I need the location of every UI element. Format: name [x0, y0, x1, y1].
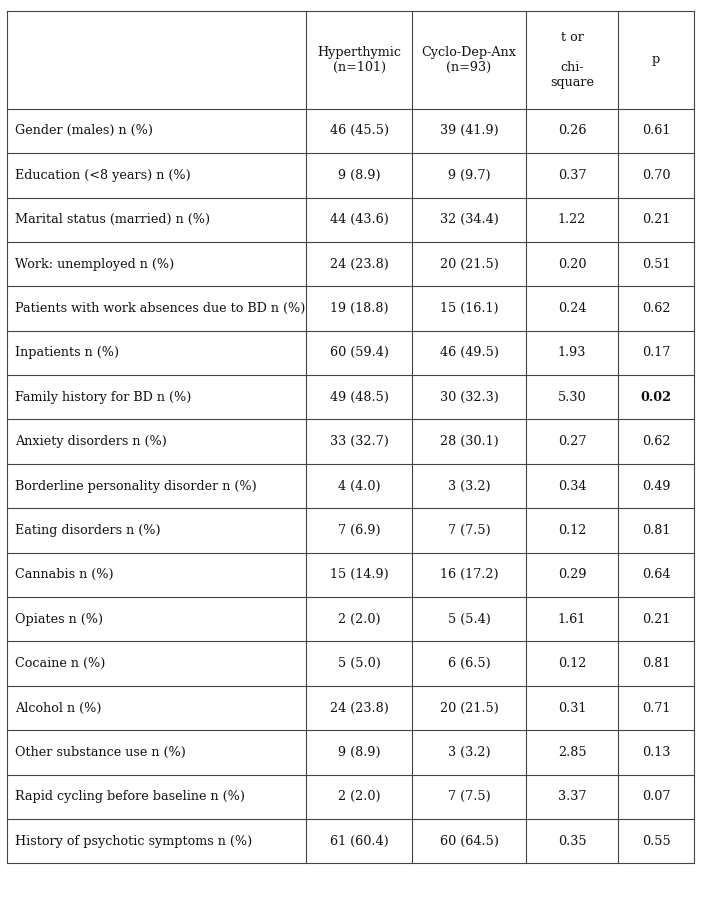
Text: 0.21: 0.21: [642, 612, 670, 626]
Text: Alcohol n (%): Alcohol n (%): [15, 701, 102, 715]
Text: 0.81: 0.81: [642, 657, 670, 670]
Text: 0.35: 0.35: [558, 834, 586, 848]
Text: 0.07: 0.07: [642, 790, 670, 804]
Text: 5 (5.4): 5 (5.4): [447, 612, 491, 626]
Text: Hyperthymic
(n=101): Hyperthymic (n=101): [317, 46, 401, 73]
Text: History of psychotic symptoms n (%): History of psychotic symptoms n (%): [15, 834, 252, 848]
Text: Anxiety disorders n (%): Anxiety disorders n (%): [15, 435, 167, 448]
Text: 0.61: 0.61: [642, 124, 670, 138]
Text: 0.12: 0.12: [558, 524, 586, 537]
Text: 0.31: 0.31: [558, 701, 586, 715]
Text: 0.37: 0.37: [558, 169, 586, 182]
Text: Marital status (married) n (%): Marital status (married) n (%): [15, 213, 210, 226]
Text: 0.13: 0.13: [642, 746, 670, 759]
Text: 5 (5.0): 5 (5.0): [338, 657, 381, 670]
Text: Borderline personality disorder n (%): Borderline personality disorder n (%): [15, 479, 257, 493]
Text: 15 (16.1): 15 (16.1): [440, 302, 498, 315]
Text: 39 (41.9): 39 (41.9): [440, 124, 498, 138]
Text: 4 (4.0): 4 (4.0): [338, 479, 381, 493]
Text: 9 (9.7): 9 (9.7): [448, 169, 490, 182]
Text: 5.30: 5.30: [558, 390, 586, 404]
Text: 0.55: 0.55: [642, 834, 671, 848]
Text: 20 (21.5): 20 (21.5): [440, 257, 498, 271]
Text: 0.27: 0.27: [558, 435, 586, 448]
Text: 0.70: 0.70: [642, 169, 670, 182]
Text: 7 (6.9): 7 (6.9): [338, 524, 381, 537]
Text: Education (<8 years) n (%): Education (<8 years) n (%): [15, 169, 191, 182]
Text: Other substance use n (%): Other substance use n (%): [15, 746, 186, 759]
Text: 0.26: 0.26: [558, 124, 586, 138]
Text: Opiates n (%): Opiates n (%): [15, 612, 103, 626]
Text: 0.24: 0.24: [558, 302, 586, 315]
Text: Gender (males) n (%): Gender (males) n (%): [15, 124, 153, 138]
Text: 46 (45.5): 46 (45.5): [329, 124, 388, 138]
Text: 0.62: 0.62: [642, 435, 670, 448]
Text: 9 (8.9): 9 (8.9): [338, 169, 381, 182]
Text: 0.51: 0.51: [642, 257, 670, 271]
Text: 15 (14.9): 15 (14.9): [329, 568, 388, 582]
Text: 61 (60.4): 61 (60.4): [329, 834, 388, 848]
Text: Cannabis n (%): Cannabis n (%): [15, 568, 114, 582]
Text: 0.12: 0.12: [558, 657, 586, 670]
Text: 33 (32.7): 33 (32.7): [329, 435, 388, 448]
Text: 0.49: 0.49: [642, 479, 670, 493]
Text: Inpatients n (%): Inpatients n (%): [15, 346, 119, 360]
Text: 0.02: 0.02: [641, 390, 672, 404]
Text: Work: unemployed n (%): Work: unemployed n (%): [15, 257, 175, 271]
Text: 60 (59.4): 60 (59.4): [329, 346, 388, 360]
Text: 0.34: 0.34: [558, 479, 586, 493]
Text: 19 (18.8): 19 (18.8): [329, 302, 388, 315]
Text: 16 (17.2): 16 (17.2): [440, 568, 498, 582]
Text: Cocaine n (%): Cocaine n (%): [15, 657, 105, 670]
Text: p: p: [652, 53, 660, 66]
Text: 0.62: 0.62: [642, 302, 670, 315]
Text: Rapid cycling before baseline n (%): Rapid cycling before baseline n (%): [15, 790, 245, 804]
Text: 0.20: 0.20: [558, 257, 586, 271]
Text: 1.61: 1.61: [558, 612, 586, 626]
Text: 28 (30.1): 28 (30.1): [440, 435, 498, 448]
Text: 3 (3.2): 3 (3.2): [448, 479, 490, 493]
Text: 7 (7.5): 7 (7.5): [448, 524, 491, 537]
Text: 0.81: 0.81: [642, 524, 670, 537]
Text: 60 (64.5): 60 (64.5): [440, 834, 498, 848]
Text: 49 (48.5): 49 (48.5): [329, 390, 388, 404]
Text: 0.71: 0.71: [642, 701, 670, 715]
Text: 7 (7.5): 7 (7.5): [448, 790, 491, 804]
Text: 2.85: 2.85: [558, 746, 586, 759]
Text: 24 (23.8): 24 (23.8): [329, 257, 388, 271]
Text: 1.93: 1.93: [558, 346, 586, 360]
Text: 0.21: 0.21: [642, 213, 670, 226]
Text: 6 (6.5): 6 (6.5): [448, 657, 491, 670]
Text: Patients with work absences due to BD n (%): Patients with work absences due to BD n …: [15, 302, 306, 315]
Text: 0.64: 0.64: [642, 568, 670, 582]
Text: 44 (43.6): 44 (43.6): [329, 213, 388, 226]
Text: 9 (8.9): 9 (8.9): [338, 746, 381, 759]
Text: 46 (49.5): 46 (49.5): [440, 346, 498, 360]
Text: 2 (2.0): 2 (2.0): [338, 790, 381, 804]
Text: 20 (21.5): 20 (21.5): [440, 701, 498, 715]
Text: 24 (23.8): 24 (23.8): [329, 701, 388, 715]
Text: Family history for BD n (%): Family history for BD n (%): [15, 390, 191, 404]
Text: 2 (2.0): 2 (2.0): [338, 612, 381, 626]
Text: 3 (3.2): 3 (3.2): [448, 746, 490, 759]
Text: Cyclo-Dep-Anx
(n=93): Cyclo-Dep-Anx (n=93): [421, 46, 517, 73]
Text: 1.22: 1.22: [558, 213, 586, 226]
Text: 0.17: 0.17: [642, 346, 670, 360]
Text: 0.29: 0.29: [558, 568, 586, 582]
Text: t or

chi-
square: t or chi- square: [550, 31, 594, 89]
Text: 3.37: 3.37: [558, 790, 586, 804]
Text: 30 (32.3): 30 (32.3): [440, 390, 498, 404]
Text: Eating disorders n (%): Eating disorders n (%): [15, 524, 161, 537]
Text: 32 (34.4): 32 (34.4): [440, 213, 498, 226]
